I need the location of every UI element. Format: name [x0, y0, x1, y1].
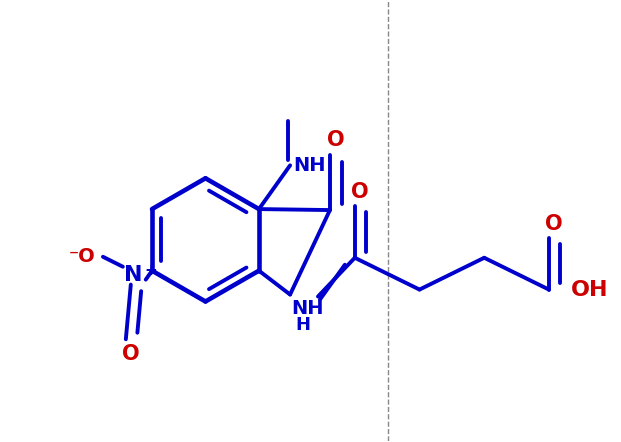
Text: ⁻O: ⁻O [69, 247, 96, 266]
Text: NH: NH [293, 156, 325, 175]
Text: +: + [145, 263, 158, 278]
Text: OH: OH [571, 280, 609, 300]
Text: O: O [351, 182, 369, 202]
Text: N: N [124, 265, 142, 285]
Text: O: O [327, 130, 345, 150]
Text: NH: NH [291, 298, 324, 317]
Text: O: O [545, 214, 563, 234]
Text: H: H [295, 316, 310, 335]
Text: O: O [122, 344, 140, 364]
